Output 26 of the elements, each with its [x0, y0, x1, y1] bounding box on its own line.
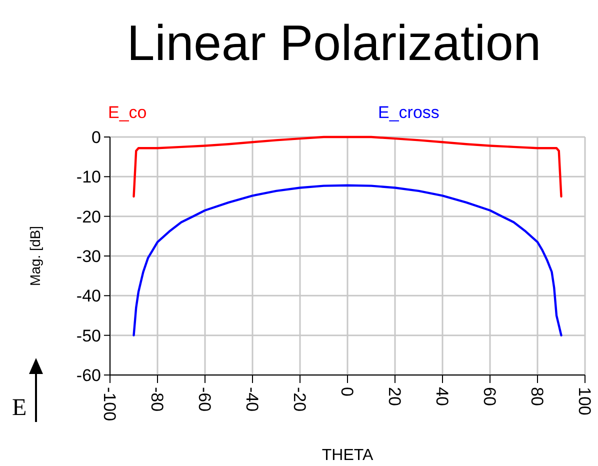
- x-tick-label: 100: [575, 387, 594, 416]
- x-tick-label: 40: [432, 387, 452, 406]
- x-tick-label: -20: [290, 387, 310, 412]
- y-tick-label: -20: [76, 207, 101, 226]
- x-tick-label: 20: [385, 387, 404, 406]
- y-tick-label: -60: [76, 366, 101, 385]
- x-tick-label: -60: [195, 387, 214, 412]
- x-tick-label: -80: [148, 387, 167, 412]
- x-tick-label: 80: [528, 387, 547, 406]
- y-tick-label: -50: [76, 326, 101, 346]
- line-series: [132, 184, 562, 336]
- y-tick-label: -30: [76, 246, 101, 266]
- x-tick-label: -40: [242, 387, 262, 412]
- y-tick-label: -40: [76, 286, 101, 306]
- chart-title: Linear Polarization: [126, 15, 542, 71]
- line-series: [132, 136, 562, 198]
- x-axis-title: THETA: [322, 447, 374, 464]
- text: E: [12, 395, 27, 421]
- y-tick-label: -10: [76, 168, 101, 187]
- x-tick-label: 0: [338, 387, 357, 396]
- y-axis-title: Mag. [dB]: [27, 226, 43, 286]
- text: E_cross: [378, 103, 440, 122]
- series-label: E_co: [108, 103, 147, 122]
- x-tick-label: -100: [100, 387, 120, 422]
- y-tick-label: 0: [92, 128, 101, 147]
- x-tick-label: 60: [480, 387, 500, 406]
